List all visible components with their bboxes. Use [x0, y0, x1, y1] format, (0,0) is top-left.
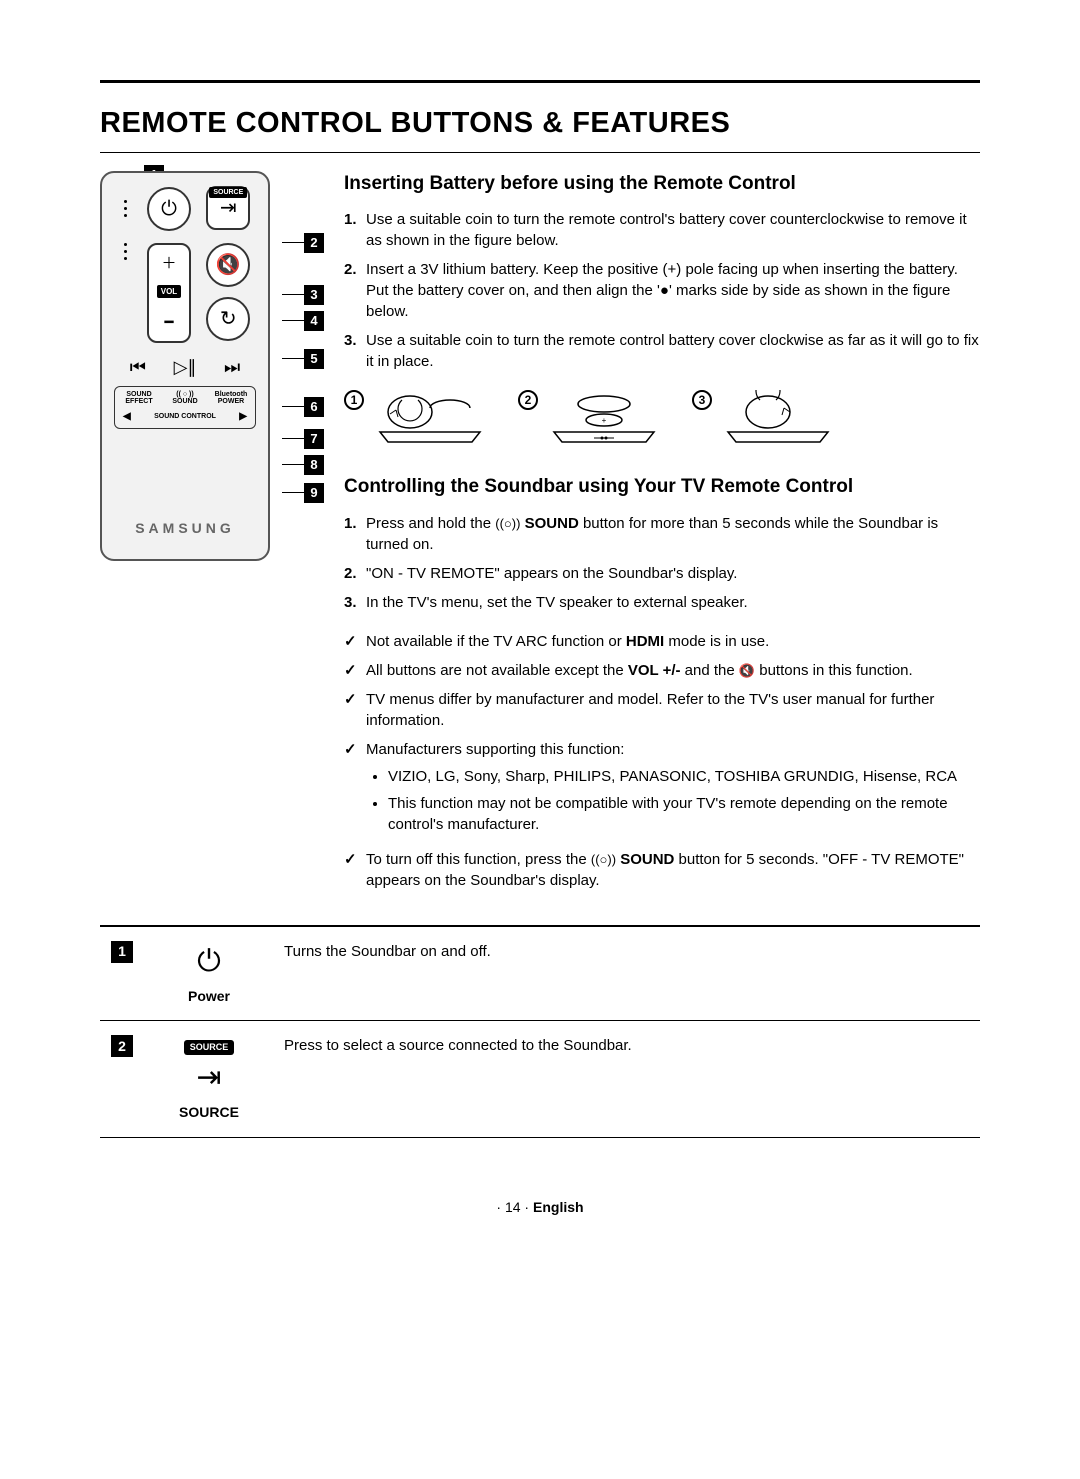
source-tag: SOURCE [209, 187, 247, 199]
section2-heading: Controlling the Soundbar using Your TV R… [344, 474, 980, 501]
check-2: All buttons are not available except the… [366, 660, 980, 681]
label-surround-sound: (( ○ )) SOUND [163, 391, 207, 406]
row2-label: SOURCE [154, 1103, 264, 1123]
callout-9: 9 [282, 483, 324, 503]
section2-steps: 1. Press and hold the ((○)) SOUND button… [344, 513, 980, 613]
label-sound-effect: SOUND EFFECT [117, 391, 161, 406]
callout-8: 8 [282, 455, 324, 475]
label-bluetooth-power: Bluetooth POWER [209, 391, 253, 406]
s1-step3: Use a suitable coin to turn the remote c… [366, 330, 980, 372]
remote-column: 1 ⏻ SOURCE ⇥ ＋ VOL ━ [100, 171, 320, 899]
row2-num: 2 [111, 1035, 133, 1057]
source-icon: ⇥ [154, 1057, 264, 1099]
check-5: To turn off this function, press the ((○… [366, 849, 980, 891]
mode-labels: SOUND EFFECT (( ○ )) SOUND Bluetooth POW… [114, 386, 256, 429]
callout-3: 3 [282, 285, 324, 305]
section1-steps: 1.Use a suitable coin to turn the remote… [344, 209, 980, 372]
row1-desc: Turns the Soundbar on and off. [274, 926, 980, 1021]
s2-step2: "ON - TV REMOTE" appears on the Soundbar… [366, 563, 980, 584]
left-arrow-icon: ◀ [123, 410, 131, 424]
s1-step2: Insert a 3V lithium battery. Keep the po… [366, 259, 980, 322]
led-dots-2 [120, 243, 132, 260]
row2-icon-cell: SOURCE ⇥ SOURCE [144, 1021, 274, 1137]
power-button: ⏻ [147, 187, 191, 231]
battery-figure: 1 2 + [344, 390, 980, 450]
volume-rocker: ＋ VOL ━ [147, 243, 191, 343]
remote-body: ⏻ SOURCE ⇥ ＋ VOL ━ 🔇 ↻ [100, 171, 270, 561]
button-definition-table: 1 ⏻ Power Turns the Soundbar on and off.… [100, 926, 980, 1138]
content-column: Inserting Battery before using the Remot… [344, 171, 980, 899]
svg-text:+: + [602, 416, 607, 425]
section2-checks: Not available if the TV ARC function or … [344, 631, 980, 891]
table-row: 1 ⏻ Power Turns the Soundbar on and off. [100, 926, 980, 1021]
callout-2: 2 [282, 233, 324, 253]
mute-button: 🔇 [206, 243, 250, 287]
battery-open-icon [370, 390, 490, 450]
table-row: 2 SOURCE ⇥ SOURCE Press to select a sour… [100, 1021, 980, 1137]
source-pill: SOURCE [184, 1040, 235, 1055]
repeat-button: ↻ [206, 297, 250, 341]
check-4-bullet-2: This function may not be compatible with… [388, 793, 980, 835]
led-dots [120, 200, 132, 217]
s2-step3: In the TV's menu, set the TV speaker to … [366, 592, 980, 613]
right-arrow-icon: ▶ [239, 410, 247, 424]
top-rule [100, 80, 980, 83]
battery-insert-icon: + [544, 390, 664, 450]
page-title: REMOTE CONTROL BUTTONS & FEATURES [100, 103, 980, 144]
callout-6: 6 [282, 397, 324, 417]
row1-label: Power [154, 987, 264, 1007]
play-pause-icon: ▷∥ [174, 355, 197, 380]
fig-num-3: 3 [692, 390, 712, 410]
check-1: Not available if the TV ARC function or … [366, 631, 980, 652]
check-4: Manufacturers supporting this function: … [366, 739, 980, 841]
check-3: TV menus differ by manufacturer and mode… [366, 689, 980, 731]
label-sound-control: SOUND CONTROL [131, 412, 240, 422]
title-underline [100, 152, 980, 153]
power-icon: ⏻ [154, 941, 264, 983]
s1-step1: Use a suitable coin to turn the remote c… [366, 209, 980, 251]
prev-icon: ⏮ [130, 355, 146, 380]
s2-step1: Press and hold the ((○)) SOUND button fo… [366, 513, 980, 555]
check-4-bullet-1: VIZIO, LG, Sony, Sharp, PHILIPS, PANASON… [388, 766, 980, 787]
row1-icon-cell: ⏻ Power [144, 926, 274, 1021]
playback-row: ⏮ ▷∥ ⏭ [116, 355, 254, 380]
callout-5: 5 [282, 349, 324, 369]
main-columns: 1 ⏻ SOURCE ⇥ ＋ VOL ━ [100, 171, 980, 899]
row2-desc: Press to select a source connected to th… [274, 1021, 980, 1137]
callout-7: 7 [282, 429, 324, 449]
page-footer: · 14 · English [100, 1198, 980, 1218]
next-icon: ⏭ [224, 355, 240, 380]
row1-num: 1 [111, 941, 133, 963]
battery-close-icon [718, 390, 838, 450]
callout-4: 4 [282, 311, 324, 331]
section1-heading: Inserting Battery before using the Remot… [344, 171, 980, 198]
fig-num-2: 2 [518, 390, 538, 410]
brand-logo: SAMSUNG [112, 519, 258, 539]
fig-num-1: 1 [344, 390, 364, 410]
